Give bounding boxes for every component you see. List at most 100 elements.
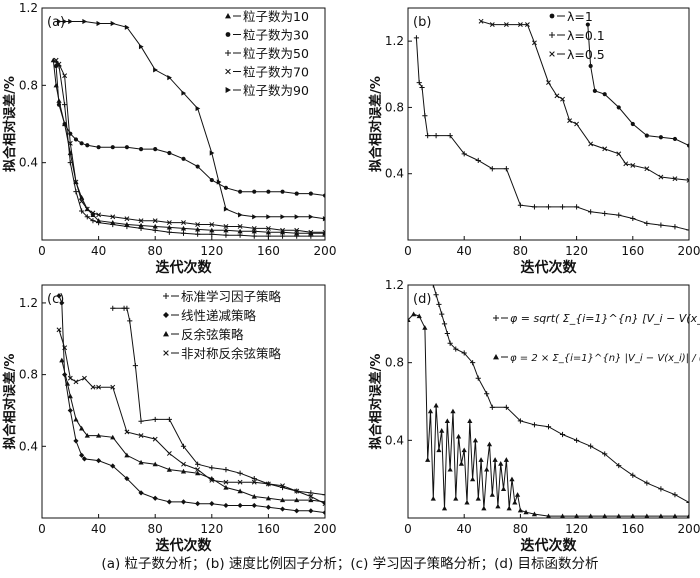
data-point xyxy=(686,499,689,506)
data-point xyxy=(138,418,144,424)
data-point xyxy=(59,357,65,363)
data-point xyxy=(484,466,490,472)
data-point xyxy=(181,461,186,467)
data-point xyxy=(152,227,158,233)
data-point xyxy=(616,151,622,157)
data-point xyxy=(265,229,271,235)
data-point xyxy=(90,218,96,224)
data-point xyxy=(152,461,158,467)
data-point xyxy=(79,452,85,458)
data-point xyxy=(54,63,59,69)
y-tick-label: 0.8 xyxy=(385,356,404,370)
data-point xyxy=(266,214,271,220)
x-tick-label: 40 xyxy=(91,522,106,536)
data-point xyxy=(430,285,436,288)
data-point xyxy=(79,141,84,146)
data-point xyxy=(436,447,442,453)
data-point xyxy=(138,459,144,465)
legend-marker xyxy=(225,32,231,37)
data-point xyxy=(216,179,222,185)
x-tick-label: 40 xyxy=(457,522,472,536)
data-point xyxy=(110,221,116,228)
data-point xyxy=(265,481,271,487)
plot-area xyxy=(50,18,325,239)
legend-marker xyxy=(163,293,169,299)
data-point xyxy=(223,467,229,473)
x-tick-label: 120 xyxy=(200,522,223,536)
data-point xyxy=(195,231,201,237)
data-point xyxy=(509,476,515,482)
data-point xyxy=(238,212,243,218)
x-tick-label: 160 xyxy=(257,244,280,258)
data-point xyxy=(223,224,229,229)
x-axis-label: 迭代次数 xyxy=(156,537,213,554)
legend-marker xyxy=(549,13,555,19)
data-point xyxy=(265,504,271,510)
data-point xyxy=(56,18,62,25)
legend-marker xyxy=(163,331,169,337)
data-point xyxy=(79,425,85,431)
data-point xyxy=(427,408,434,414)
data-point xyxy=(181,90,187,96)
data-point xyxy=(64,380,71,386)
x-axis-label: 迭代次数 xyxy=(521,259,578,276)
data-point xyxy=(195,461,201,467)
data-point xyxy=(90,212,96,217)
chart-panel-2: 0 40 80 120 160 200 0.4 0.8 1.2 迭代次数 拟合相对误差/% (b) λ=… xyxy=(368,7,700,276)
data-point xyxy=(294,233,300,239)
data-point xyxy=(56,102,62,107)
data-point xyxy=(422,325,428,330)
x-tick-label: 160 xyxy=(621,244,644,258)
data-point xyxy=(110,20,116,27)
data-point xyxy=(475,157,481,164)
data-point xyxy=(322,492,325,498)
data-point xyxy=(523,509,529,515)
data-point xyxy=(560,513,566,518)
data-point xyxy=(294,508,300,514)
data-point xyxy=(517,202,523,208)
data-point xyxy=(85,143,90,148)
data-point xyxy=(237,502,243,509)
data-point xyxy=(237,470,243,476)
data-point xyxy=(124,475,130,482)
data-point xyxy=(56,293,62,299)
legend-marker xyxy=(163,312,169,318)
data-point xyxy=(180,225,187,231)
series-line xyxy=(61,360,325,503)
data-point xyxy=(444,330,450,337)
data-point xyxy=(658,135,663,140)
data-point xyxy=(195,164,200,169)
legend-label: 线性递减策略 xyxy=(181,308,257,323)
data-point xyxy=(425,457,431,462)
data-point xyxy=(658,222,664,228)
legend-label: 非对称反余弦策略 xyxy=(181,346,282,361)
data-point xyxy=(644,220,650,227)
data-point xyxy=(195,470,201,476)
data-point xyxy=(280,189,285,194)
chart-panel-1: 0 40 80 120 160 200 0.4 0.8 1.2 迭代次数 拟合相对误差/% (a) 粒子… xyxy=(2,1,336,276)
data-point xyxy=(413,35,420,41)
data-point xyxy=(84,206,90,212)
data-point xyxy=(251,233,257,239)
data-point xyxy=(517,418,523,424)
data-point xyxy=(209,501,215,507)
data-point xyxy=(422,113,428,119)
data-point xyxy=(67,160,73,166)
data-point xyxy=(223,484,229,490)
legend-marker xyxy=(163,350,169,356)
data-point xyxy=(588,209,594,215)
data-point xyxy=(453,346,459,352)
data-point xyxy=(73,137,79,142)
data-point xyxy=(67,393,73,399)
data-point xyxy=(686,177,689,183)
data-point xyxy=(630,121,635,127)
x-axis-label: 迭代次数 xyxy=(521,537,578,554)
data-point xyxy=(251,228,257,234)
data-point xyxy=(559,431,566,438)
data-point xyxy=(585,22,590,27)
data-point xyxy=(430,495,436,501)
data-point xyxy=(574,121,580,127)
legend-marker xyxy=(493,354,499,360)
data-point xyxy=(475,495,481,501)
